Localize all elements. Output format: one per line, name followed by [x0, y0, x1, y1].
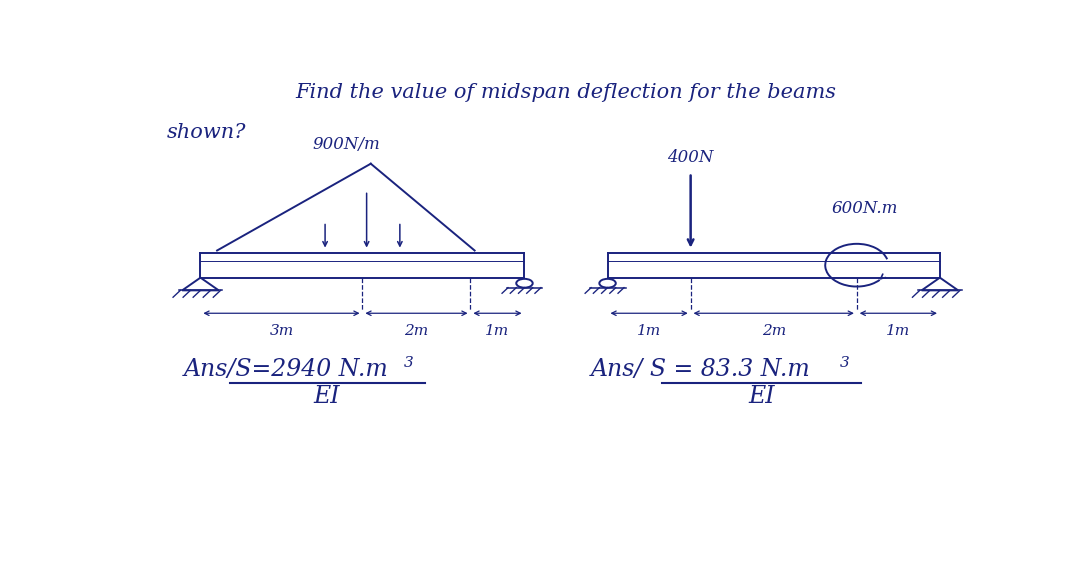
Text: 2m: 2m	[404, 324, 429, 338]
Text: Ans/ S = 83.3 N.m: Ans/ S = 83.3 N.m	[591, 358, 810, 381]
Text: 1m: 1m	[486, 324, 509, 338]
Text: EI: EI	[314, 386, 341, 408]
Text: Ans/S=2940 N.m: Ans/S=2940 N.m	[184, 358, 388, 381]
Text: 600N.m: 600N.m	[832, 200, 898, 217]
Text: 1m: 1m	[887, 324, 910, 338]
Text: 900N/m: 900N/m	[312, 136, 379, 153]
Text: shown?: shown?	[167, 123, 247, 142]
Text: 3: 3	[404, 356, 414, 370]
Text: 2m: 2m	[761, 324, 786, 338]
Text: 400N: 400N	[668, 149, 714, 166]
Text: 3: 3	[840, 356, 850, 370]
Text: EI: EI	[748, 386, 775, 408]
Text: 1m: 1m	[637, 324, 661, 338]
Text: Find the value of midspan deflection for the beams: Find the value of midspan deflection for…	[296, 83, 836, 102]
Text: 3m: 3m	[269, 324, 294, 338]
